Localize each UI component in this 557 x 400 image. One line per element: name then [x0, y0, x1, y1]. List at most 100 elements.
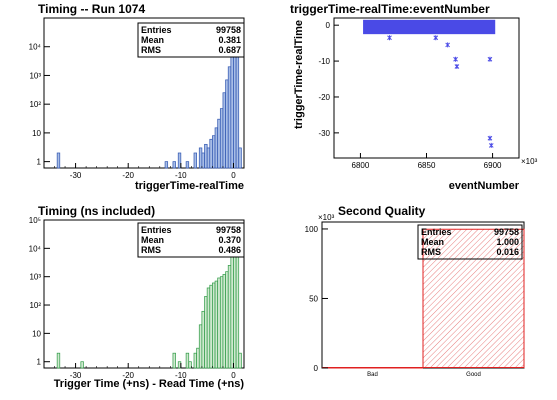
scatter-point-7 — [488, 142, 494, 148]
timing-ns-xtick-label-1: -20 — [122, 371, 134, 380]
scatter-ytick-label-1: -10 — [318, 57, 330, 66]
timing-ns-xtick-label-0: -30 — [70, 371, 82, 380]
timing-run-bin-10 — [209, 138, 213, 169]
timing-run-bars — [56, 26, 242, 169]
quality-category-label-0: Bad — [367, 372, 378, 378]
timing-ns-bin-1 — [80, 361, 84, 369]
timing-ns-bin-5 — [188, 361, 192, 369]
timing-run-ytick-label-4: 10⁴ — [29, 43, 42, 52]
stat-rms-value: 0.486 — [218, 245, 241, 255]
timing-run-xtick-label-0: -30 — [70, 171, 82, 180]
timing-run-bin-8 — [204, 143, 208, 169]
stat-rms-label: RMS — [141, 245, 161, 255]
timing-ns-bin-2 — [172, 352, 176, 369]
timing-run-ytick-label-0: 1 — [37, 158, 42, 167]
quality-plot: Bad Good 0 50 100 Entries 99758 Mean 1.000 R… — [305, 221, 525, 378]
timing-ns-bin-9 — [201, 310, 205, 369]
scatter-point-1 — [433, 35, 439, 41]
timing-run-bin-16 — [225, 79, 229, 169]
timing-ns-bin-15 — [217, 277, 221, 369]
timing-run-bin-17 — [227, 66, 232, 169]
stat-entries-label: Entries — [421, 227, 452, 237]
scatter-ytick-label-3: -30 — [318, 129, 330, 138]
timing-ns-bin-12 — [209, 284, 213, 369]
stat-entries-value: 99758 — [216, 25, 241, 35]
timing-run-bin-6 — [198, 147, 203, 169]
stat-mean-value: 0.381 — [218, 35, 241, 45]
timing-ns-bin-19 — [227, 265, 232, 369]
stat-entries-label: Entries — [141, 225, 172, 235]
timing-ns-ytick-label-2: 10² — [29, 301, 41, 310]
quality-bar-outline-1 — [422, 228, 525, 368]
timing-ns-ytick-label-3: 10³ — [29, 273, 41, 282]
timing-run-bin-9 — [206, 147, 211, 169]
stat-mean-label: Mean — [141, 35, 164, 45]
timing-ns-bin-16 — [219, 276, 224, 369]
timing-run-bin-2 — [172, 161, 176, 169]
timing-ns-bars — [56, 230, 242, 369]
timing-ns-bin-7 — [196, 347, 200, 369]
stat-mean-value: 0.370 — [218, 235, 241, 245]
timing-run-bin-7 — [201, 152, 205, 169]
scatter-plot: 6800 6850 6900 0 -10 -20 -30 — [318, 17, 520, 170]
quality-ytick-label-2: 100 — [305, 225, 319, 234]
scatter-point-4 — [454, 63, 460, 69]
timing-run-xtick-label-1: -20 — [122, 171, 134, 180]
timing-run-ytick-label-2: 10² — [29, 100, 41, 109]
scatter-xtick-label-0: 6800 — [352, 161, 370, 170]
timing-ns-ytick-label-1: 10 — [32, 329, 41, 338]
scatter-xtick-label-1: 6850 — [418, 161, 436, 170]
timing-run-xlabel: triggerTime-realTime — [135, 180, 244, 192]
stat-rms-value: 0.016 — [496, 247, 519, 257]
quality-axes: Bad Good 0 50 100 — [305, 225, 481, 378]
timing-ns-frame — [43, 219, 245, 369]
timing-run-stats-box: Entries 99758 Mean 0.381 RMS 0.687 — [137, 22, 245, 58]
scatter-point-3 — [453, 56, 458, 62]
timing-ns-ytick-label-5: 10⁵ — [29, 216, 41, 225]
stat-rms-label: RMS — [141, 45, 161, 55]
timing-ns-bin-23 — [238, 352, 242, 369]
timing-run-bin-12 — [214, 127, 219, 169]
timing-run-bin-18 — [230, 49, 234, 169]
timing-ns-bin-14 — [214, 280, 219, 369]
timing-run-bin-11 — [212, 135, 216, 169]
timing-run-xtick-label-3: 0 — [231, 171, 236, 180]
timing-run-bin-1 — [164, 161, 169, 169]
stat-rms-value: 0.687 — [218, 45, 241, 55]
stat-entries-label: Entries — [141, 25, 172, 35]
timing-run-plot: -30 -20 -10 0 1 10 10² 10³ 10⁴ Entries 99758 Mea… — [29, 17, 245, 180]
scatter-title: triggerTime-realTime:eventNumber — [290, 2, 490, 16]
timing-run-bin-4 — [185, 161, 190, 169]
timing-run-bin-14 — [219, 108, 224, 169]
timing-ns-xtick-label-3: 0 — [231, 371, 236, 380]
quality-bars — [322, 228, 525, 369]
scatter-marks — [363, 19, 496, 148]
timing-run-title: Timing -- Run 1074 — [38, 2, 145, 16]
timing-ns-bin-22 — [235, 243, 240, 369]
timing-ns-bin-0 — [56, 352, 61, 369]
timing-run-frame — [43, 17, 245, 169]
scatter-point-6 — [487, 135, 493, 141]
scatter-xlabel: eventNumber — [449, 180, 520, 192]
scatter-point-0 — [387, 35, 392, 41]
timing-ns-ytick-label-4: 10⁴ — [29, 244, 42, 253]
scatter-x-multiplier: ×10³ — [521, 157, 538, 166]
timing-ns-bin-20 — [230, 254, 234, 369]
timing-ns-bin-6 — [193, 352, 197, 369]
quality-ytick-label-1: 50 — [309, 294, 318, 303]
quality-stats-box: Entries 99758 Mean 1.000 RMS 0.016 — [417, 224, 523, 260]
stat-mean-label: Mean — [421, 237, 444, 247]
scatter-ytick-label-0: 0 — [326, 21, 331, 30]
timing-ns-bin-13 — [212, 282, 216, 369]
timing-run-bin-13 — [217, 118, 221, 169]
timing-run-bin-0 — [56, 152, 61, 169]
timing-run-bin-15 — [222, 92, 226, 169]
quality-ytick-label-0: 0 — [314, 364, 319, 373]
timing-ns-xlabel: Trigger Time (+ns) - Read Time (+ns) — [54, 378, 245, 390]
timing-ns-bin-10 — [204, 296, 208, 369]
stat-mean-label: Mean — [141, 235, 164, 245]
timing-run-ytick-label-1: 10 — [32, 129, 41, 138]
stat-rms-label: RMS — [421, 247, 441, 257]
stat-mean-value: 1.000 — [496, 237, 519, 247]
